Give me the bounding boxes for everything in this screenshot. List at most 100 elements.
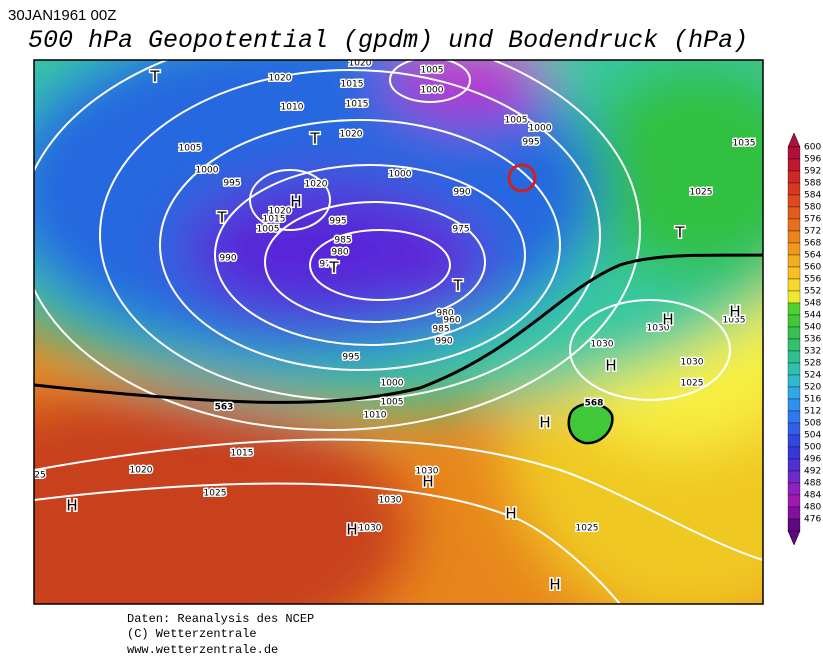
colorbar-label: 564 <box>804 251 821 261</box>
isobar-label: 1030 <box>591 340 614 350</box>
colorbar-label: 476 <box>804 515 821 525</box>
colorbar-label: 556 <box>804 275 821 285</box>
colorbar-label: 584 <box>804 191 821 201</box>
colorbar-label: 588 <box>804 179 821 189</box>
colorbar-swatch <box>787 338 801 352</box>
colorbar-label: 508 <box>804 419 821 429</box>
colorbar-swatch <box>787 518 801 532</box>
colorbar-swatch <box>787 386 801 400</box>
colorbar-label: 600 <box>804 143 821 153</box>
isobar-label: 1000 <box>381 379 404 389</box>
isobar-label: 1020 <box>349 59 372 69</box>
pressure-center: H <box>422 473 433 491</box>
isobar-label: 1025 <box>690 188 713 198</box>
isobar-label: 1005 <box>505 116 528 126</box>
pressure-center: H <box>549 576 560 594</box>
pressure-center: H <box>539 414 550 432</box>
colorbar-label: 528 <box>804 359 821 369</box>
isobar-label: 1005 <box>257 225 280 235</box>
colorbar-end <box>787 530 801 546</box>
pressure-center: H <box>662 311 673 329</box>
colorbar-label: 572 <box>804 227 821 237</box>
colorbar-swatch <box>787 278 801 292</box>
isobar-label: 1015 <box>263 215 286 225</box>
colorbar-swatch <box>787 350 801 364</box>
isobar-label: 1005 <box>421 66 444 76</box>
isobar-label: 990 <box>219 254 236 264</box>
colorbar-label: 484 <box>804 491 821 501</box>
isobar-label: 1025 <box>576 524 599 534</box>
isobar-label: 980 <box>436 309 453 319</box>
colorbar-swatch <box>787 506 801 520</box>
isobar-label: 995 <box>522 138 539 148</box>
pressure-center: T <box>309 130 320 148</box>
colorbar-label: 520 <box>804 383 821 393</box>
isobar-label: 975 <box>452 225 469 235</box>
colorbar-end <box>787 132 801 148</box>
isobar-label: 1030 <box>359 524 382 534</box>
colorbar-swatch <box>787 326 801 340</box>
footer-line: www.wetterzentrale.de <box>127 643 278 656</box>
colorbar-label: 592 <box>804 167 821 177</box>
colorbar-swatch <box>787 242 801 256</box>
colorbar-swatch <box>787 206 801 220</box>
contour-label: 563 <box>215 403 234 413</box>
isobar-label: 1025 <box>204 489 227 499</box>
isobar-label: 1020 <box>130 466 153 476</box>
pressure-center: H <box>346 521 357 539</box>
colorbar-label: 496 <box>804 455 821 465</box>
isobar-label: 1020 <box>269 74 292 84</box>
colorbar-swatch <box>787 458 801 472</box>
isobar-label: 995 <box>223 179 240 189</box>
isobar-label: 1030 <box>681 358 704 368</box>
isobar-label: 990 <box>453 188 470 198</box>
colorbar-label: 504 <box>804 431 821 441</box>
colorbar-swatch <box>787 146 801 160</box>
pressure-center: T <box>328 259 339 277</box>
colorbar-label: 516 <box>804 395 821 405</box>
isobar-label: 995 <box>329 217 346 227</box>
footer-line: Daten: Reanalysis des NCEP <box>127 612 314 626</box>
colorbar-label: 596 <box>804 155 821 165</box>
colorbar-label: 540 <box>804 323 821 333</box>
colorbar-swatch <box>787 254 801 268</box>
colorbar-swatch <box>787 290 801 304</box>
colorbar-label: 532 <box>804 347 821 357</box>
colorbar-label: 500 <box>804 443 821 453</box>
pressure-center: T <box>216 209 227 227</box>
colorbar-swatch <box>787 170 801 184</box>
isobar-label: 1035 <box>723 316 746 326</box>
colorbar-label: 512 <box>804 407 821 417</box>
colorbar-swatch <box>787 470 801 484</box>
pressure-center: T <box>149 68 160 86</box>
pressure-center: T <box>452 277 463 295</box>
isobar-label: 1005 <box>381 398 404 408</box>
isobar-label: 1010 <box>281 103 304 113</box>
isobar-label: 960 <box>443 316 460 326</box>
pressure-center: H <box>605 357 616 375</box>
pressure-center: H <box>290 193 301 211</box>
colorbar-swatch <box>787 182 801 196</box>
isobar-label: 1035 <box>733 139 756 149</box>
colorbar-label: 480 <box>804 503 821 513</box>
footer-line: (C) Wetterzentrale <box>127 627 257 641</box>
colorbar-swatch <box>787 410 801 424</box>
colorbar: 600 596 592 588 584 580 576 572 568 564 560 556 552 5… <box>787 132 821 546</box>
isobar-label: 1015 <box>341 80 364 90</box>
isobar-label: 990 <box>435 337 452 347</box>
isobar-label: 1015 <box>346 100 369 110</box>
pressure-center: H <box>505 505 516 523</box>
title: 500 hPa Geopotential (gpdm) und Bodendru… <box>28 26 748 55</box>
colorbar-swatch <box>787 374 801 388</box>
isobar-label: 25 <box>34 471 45 481</box>
isobar-label: 1010 <box>364 411 387 421</box>
colorbar-label: 580 <box>804 203 821 213</box>
isobar-label: 975 <box>319 260 336 270</box>
colorbar-swatch <box>787 158 801 172</box>
colorbar-swatch <box>787 218 801 232</box>
colorbar-swatch <box>787 422 801 436</box>
colorbar-swatch <box>787 482 801 496</box>
isobar-label: 1000 <box>421 86 444 96</box>
colorbar-label: 560 <box>804 263 821 273</box>
colorbar-swatch <box>787 230 801 244</box>
